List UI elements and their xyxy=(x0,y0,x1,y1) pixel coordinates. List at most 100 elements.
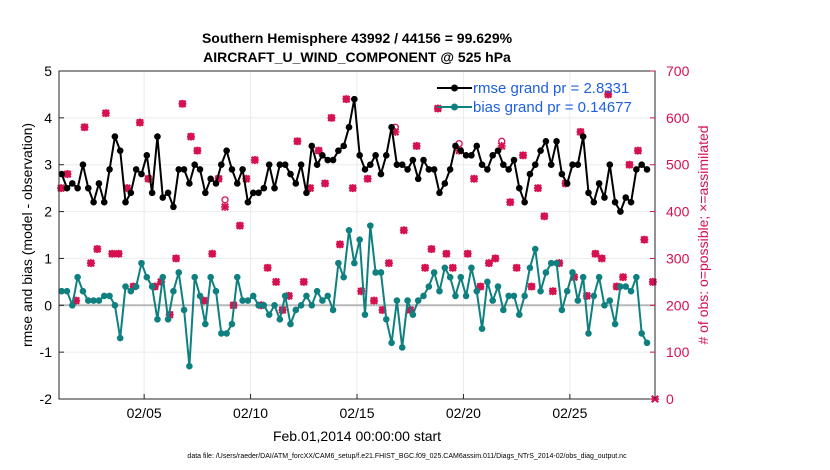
bias-point xyxy=(69,301,76,309)
bias-point xyxy=(100,292,108,300)
obs-assimilated-marker xyxy=(463,249,472,258)
rmse-point xyxy=(148,189,156,197)
right-y-axis: 0 100 200 300 400 500 600 700 xyxy=(650,63,690,407)
rmse-point xyxy=(308,142,316,150)
rmse-point xyxy=(473,142,481,150)
bias-point xyxy=(377,269,385,276)
rmse-point xyxy=(404,166,411,173)
x-tick-label: 02/10 xyxy=(233,405,268,421)
rmse-point xyxy=(590,198,598,206)
rmse-point xyxy=(218,161,225,169)
bias-point xyxy=(367,222,374,229)
bias-point xyxy=(202,320,209,328)
bias-point xyxy=(398,344,406,351)
rmse-point xyxy=(175,166,183,173)
obs-assimilated-marker xyxy=(235,221,244,230)
rmse-point xyxy=(255,189,262,197)
bias-point xyxy=(159,273,167,281)
rmse-point xyxy=(452,142,459,150)
bias-point xyxy=(500,306,507,314)
rmse-point xyxy=(122,198,129,206)
rmse-point xyxy=(505,166,512,173)
bias-point xyxy=(244,297,252,304)
bias-point xyxy=(313,287,321,295)
obs-assimilated-marker xyxy=(625,160,634,169)
rmse-point xyxy=(260,184,268,192)
chart-title-line1: Southern Hemisphere 43992 / 44156 = 99.6… xyxy=(202,30,513,46)
bias-point xyxy=(505,292,512,300)
rmse-point xyxy=(116,147,124,154)
rmse-point xyxy=(244,198,252,206)
bias-point xyxy=(606,297,614,304)
rmse-point xyxy=(579,133,587,140)
rmse-point xyxy=(303,189,310,197)
right-y-tick-label: 200 xyxy=(666,297,690,313)
bias-point xyxy=(319,297,326,304)
chart-title-line2: AIRCRAFT_U_WIND_COMPONENT @ 525 hPa xyxy=(203,49,511,65)
bias-point xyxy=(351,259,358,267)
data-file-footnote: data file: /Users/raeder/DAI/ATM_forcXX/… xyxy=(187,453,627,460)
bias-point xyxy=(324,292,332,300)
bias-point xyxy=(537,287,544,295)
bias-point xyxy=(90,297,97,304)
rmse-point xyxy=(196,166,204,173)
bias-point xyxy=(516,311,523,318)
rmse-point xyxy=(563,180,571,187)
bias-point xyxy=(292,306,300,314)
bias-point xyxy=(494,283,502,290)
bias-point xyxy=(212,287,220,295)
bias-point xyxy=(356,236,363,243)
left-y-tick-label: 1 xyxy=(44,250,52,266)
bias-point xyxy=(143,273,151,281)
bias-point xyxy=(643,339,651,347)
rmse-point xyxy=(351,95,358,103)
bias-point xyxy=(590,292,598,300)
right-y-axis-label: # of obs: o=possible; ×=assimilated xyxy=(695,125,711,344)
obs-assimilated-marker xyxy=(342,95,351,104)
bias-point xyxy=(127,287,135,295)
obs-assimilated-marker xyxy=(93,245,102,254)
x-tick-label: 02/05 xyxy=(127,405,162,421)
rmse-point xyxy=(372,152,379,159)
bias-point xyxy=(297,301,305,309)
rmse-point xyxy=(207,175,214,183)
obs-assimilated-marker xyxy=(370,296,379,305)
obs-assimilated-marker xyxy=(597,254,606,263)
obs-assimilated-marker xyxy=(604,90,613,99)
rmse-point xyxy=(489,152,496,159)
rmse-point xyxy=(239,166,246,173)
x-tick-label: 02/25 xyxy=(552,405,587,421)
rmse-point xyxy=(542,137,550,145)
bias-point xyxy=(478,325,486,333)
rmse-point xyxy=(457,147,465,154)
rmse-point xyxy=(212,180,220,187)
bias-point xyxy=(569,269,576,276)
bias-point xyxy=(303,292,310,300)
rmse-point xyxy=(132,166,140,173)
bias-point xyxy=(468,264,475,272)
bias-point xyxy=(116,334,124,342)
rmse-point xyxy=(276,161,284,169)
left-y-tick-label: 0 xyxy=(44,297,52,313)
rmse-point xyxy=(414,175,422,183)
bias-point xyxy=(531,245,539,253)
bias-point xyxy=(95,297,103,304)
rmse-point xyxy=(90,198,97,206)
rmse-series xyxy=(58,95,651,215)
obs-assimilated-marker xyxy=(335,240,344,249)
obs-assimilated-marker xyxy=(533,184,542,193)
rmse-point xyxy=(324,156,332,164)
rmse-point xyxy=(382,152,390,159)
bias-point xyxy=(79,287,87,295)
rmse-point xyxy=(510,156,518,164)
bias-point xyxy=(601,301,608,309)
obs-assimilated-marker xyxy=(448,263,457,272)
rmse-point xyxy=(143,152,151,159)
obs-assimilated-marker xyxy=(63,170,72,179)
obs-assimilated-marker xyxy=(421,263,430,272)
bias-point xyxy=(111,301,119,309)
rmse-point xyxy=(377,170,385,178)
obs-assimilated-marker xyxy=(299,277,308,286)
bias-point xyxy=(510,292,518,300)
rmse-point xyxy=(558,170,566,178)
